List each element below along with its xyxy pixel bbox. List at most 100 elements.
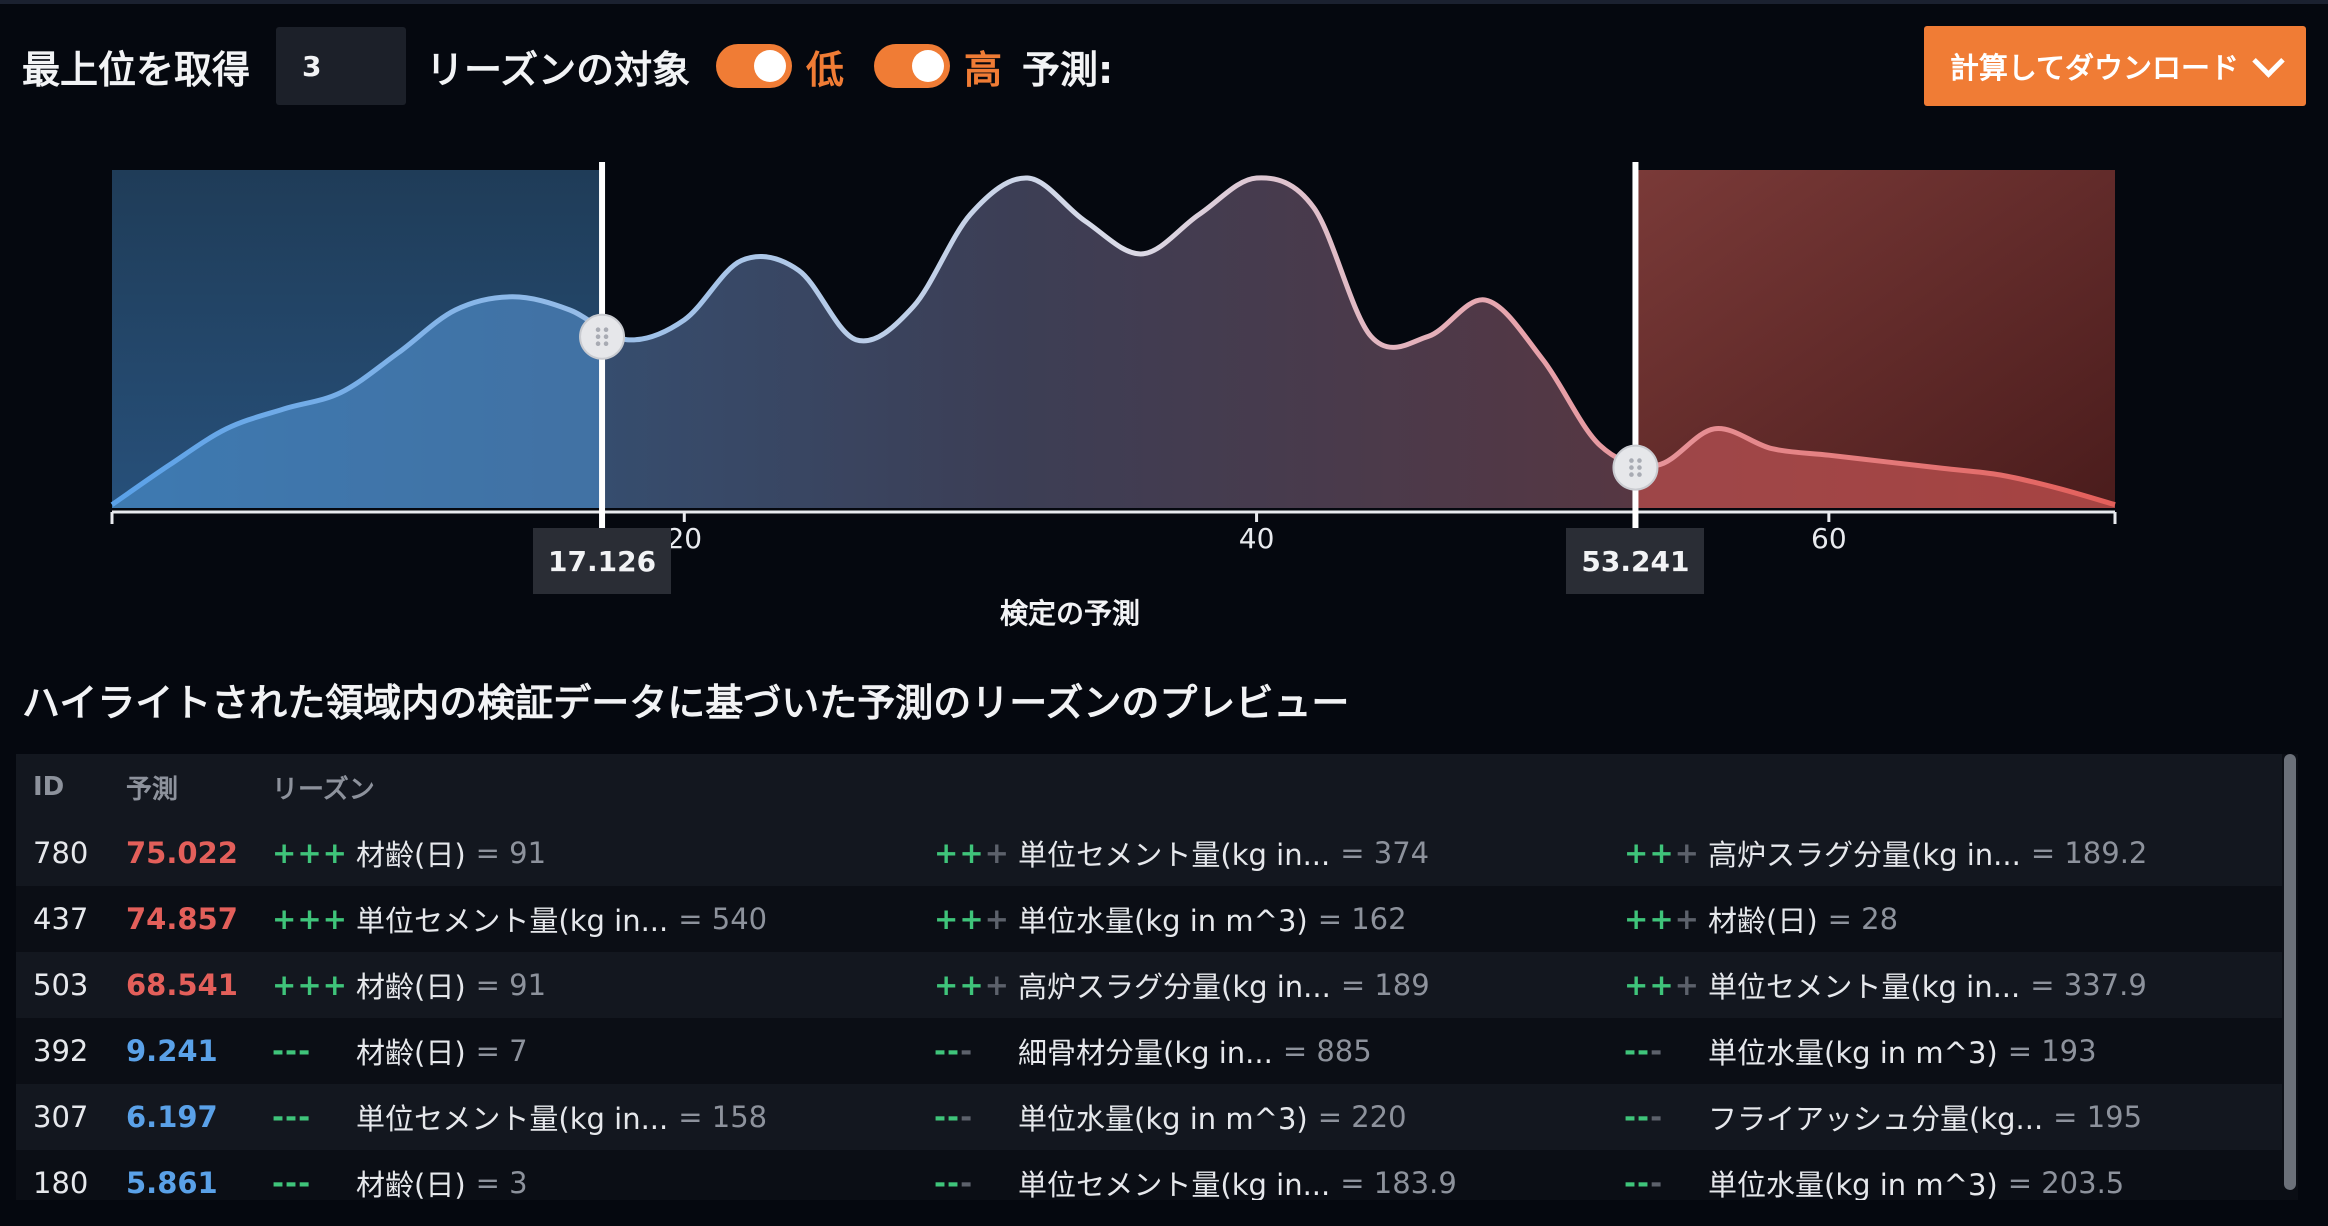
high-threshold-value[interactable]: 53.241 <box>1566 528 1705 594</box>
reason-value: = 374 <box>1340 836 1430 870</box>
reason-strength: --- <box>934 1100 974 1134</box>
reason-value: = 337.9 <box>2030 968 2147 1002</box>
reason-item: --- 材齢(日) = 3 <box>272 1150 528 1200</box>
reason-item: +++ 材齢(日) = 91 <box>272 820 546 886</box>
low-toggle[interactable] <box>716 44 792 88</box>
reason-item: --- 単位水量(kg in m^3) = 220 <box>934 1084 1407 1150</box>
reason-strength: --- <box>1624 1100 1664 1134</box>
reason-value: = 7 <box>475 1034 528 1068</box>
low-toggle-wrap: 低 <box>716 26 844 106</box>
table-row[interactable]: 503 68.541 +++ 材齢(日) = 91 +++ 高炉スラグ分量(kg in...… <box>16 952 2298 1018</box>
preview-title: ハイライトされた領域内の検証データに基づいた予測のリーズンのプレビュー <box>22 681 1350 725</box>
x-tick-label: 20 <box>666 522 702 555</box>
reason-item: +++ 高炉スラグ分量(kg in... = 189 <box>934 952 1430 1018</box>
reason-feature: 材齢(日) <box>356 838 466 872</box>
row-prediction: 9.241 <box>126 1034 218 1068</box>
low-threshold-value[interactable]: 17.126 <box>533 528 672 594</box>
distribution-chart-svg: 20 40 60 <box>110 162 2117 555</box>
reason-strength: --- <box>272 1034 312 1068</box>
row-id: 392 <box>33 1034 89 1068</box>
reason-feature: 材齢(日) <box>356 970 466 1004</box>
reason-value: = 3 <box>475 1166 528 1200</box>
reason-value: = 183.9 <box>1340 1166 1457 1200</box>
row-prediction: 68.541 <box>126 968 238 1002</box>
row-prediction: 5.861 <box>126 1166 218 1200</box>
reason-feature: 単位水量(kg in m^3) <box>1708 1168 1998 1200</box>
reasons-preview-table: ID 予測 リーズン 780 75.022 +++ 材齢(日) = 91 +++ 単位セメン… <box>16 754 2298 1200</box>
reason-feature: 材齢(日) <box>356 1168 466 1200</box>
reason-value: = 203.5 <box>2007 1166 2125 1200</box>
table-row[interactable]: 180 5.861 --- 材齢(日) = 3 --- 単位セメント量(kg in... = … <box>16 1150 2298 1200</box>
reason-feature: フライアッシュ分量(kg... <box>1708 1102 2044 1136</box>
reason-value: = 189 <box>1340 968 1430 1002</box>
download-button-label: 計算してダウンロード <box>1949 51 2240 85</box>
top-n-label: 最上位を取得 <box>22 47 251 92</box>
top-n-input[interactable] <box>276 27 406 105</box>
reason-item: --- 材齢(日) = 7 <box>272 1018 528 1084</box>
grip-dot-icon <box>595 341 601 347</box>
table-row[interactable]: 780 75.022 +++ 材齢(日) = 91 +++ 単位セメント量(kg in...… <box>16 820 2298 886</box>
reason-value: = 885 <box>1282 1034 1372 1068</box>
reason-item: +++ 単位セメント量(kg in... = 540 <box>272 886 767 952</box>
grip-dot-icon <box>595 327 601 333</box>
reason-item: --- 単位セメント量(kg in... = 158 <box>272 1084 767 1150</box>
reason-feature: 単位セメント量(kg in... <box>356 904 669 938</box>
reason-item: --- 単位水量(kg in m^3) = 203.5 <box>1624 1150 2124 1200</box>
reason-feature: 材齢(日) <box>356 1036 466 1070</box>
reason-item: +++ 材齢(日) = 28 <box>1624 886 1898 952</box>
target-label: リーズンの対象 <box>426 47 691 92</box>
column-header-reasons[interactable]: リーズン <box>272 774 375 805</box>
reason-item: +++ 材齢(日) = 91 <box>272 952 546 1018</box>
row-id: 780 <box>33 836 89 870</box>
reason-strength: +++ <box>1624 902 1700 936</box>
reason-strength: --- <box>934 1034 974 1068</box>
row-id: 307 <box>33 1100 89 1134</box>
reason-item: --- フライアッシュ分量(kg... = 195 <box>1624 1084 2142 1150</box>
x-axis-title: 検定の予測 <box>999 597 1140 630</box>
column-header-prediction[interactable]: 予測 <box>126 774 179 805</box>
target-label-wrap: リーズンの対象 <box>426 26 690 106</box>
reason-item: --- 単位セメント量(kg in... = 183.9 <box>934 1150 1457 1200</box>
reason-item: --- 単位水量(kg in m^3) = 193 <box>1624 1018 2097 1084</box>
reason-feature: 単位セメント量(kg in... <box>1018 838 1331 872</box>
reason-item: +++ 高炉スラグ分量(kg in... = 189.2 <box>1624 820 2147 886</box>
compute-download-button[interactable]: 計算してダウンロード <box>1924 26 2306 106</box>
density-curve <box>110 175 2116 508</box>
low-threshold-drag-handle[interactable] <box>579 313 626 360</box>
reason-feature: 高炉スラグ分量(kg in... <box>1018 970 1331 1004</box>
toggle-knob <box>754 50 786 82</box>
toolbar: 最上位を取得 リーズンの対象 低 高 予測: 計算してダウンロード <box>22 26 2306 106</box>
x-tick-label: 60 <box>1811 522 1847 555</box>
top-n-input-wrap <box>276 26 406 106</box>
grip-dot-icon <box>1629 458 1634 463</box>
table-scrollbar[interactable] <box>2282 754 2298 1200</box>
top-border <box>0 0 2328 4</box>
reason-value: = 91 <box>475 836 547 870</box>
table-row[interactable]: 392 9.241 --- 材齢(日) = 7 --- 細骨材分量(kg in... = 88… <box>16 1018 2298 1084</box>
table-row[interactable]: 437 74.857 +++ 単位セメント量(kg in... = 540 +++ 単位水量… <box>16 886 2298 952</box>
reason-feature: 単位水量(kg in m^3) <box>1018 904 1308 938</box>
scrollbar-thumb[interactable] <box>2284 754 2296 1190</box>
grip-dot-icon <box>1637 458 1642 463</box>
row-id: 437 <box>33 902 89 936</box>
chevron-down-icon <box>2252 44 2285 78</box>
reason-value: = 193 <box>2007 1034 2097 1068</box>
reason-value: = 540 <box>678 902 768 936</box>
x-tick-label: 40 <box>1239 522 1275 555</box>
grip-dot-icon <box>1637 472 1642 477</box>
reason-feature: 単位水量(kg in m^3) <box>1018 1102 1308 1136</box>
reason-feature: 単位水量(kg in m^3) <box>1708 1036 1998 1070</box>
reason-strength: +++ <box>934 902 1010 936</box>
reason-strength: +++ <box>272 968 348 1002</box>
high-toggle[interactable] <box>874 44 950 88</box>
reason-strength: --- <box>272 1166 312 1200</box>
reason-item: +++ 単位セメント量(kg in... = 374 <box>934 820 1429 886</box>
reason-feature: 細骨材分量(kg in... <box>1018 1036 1273 1070</box>
reason-feature: 単位セメント量(kg in... <box>1708 970 2021 1004</box>
grip-dot-icon <box>595 334 601 340</box>
table-row[interactable]: 307 6.197 --- 単位セメント量(kg in... = 158 --- 単位水量(… <box>16 1084 2298 1150</box>
high-threshold-drag-handle[interactable] <box>1612 444 1659 491</box>
reason-value: = 28 <box>1827 902 1899 936</box>
grip-dot-icon <box>603 327 609 333</box>
column-header-id[interactable]: ID <box>33 772 65 802</box>
